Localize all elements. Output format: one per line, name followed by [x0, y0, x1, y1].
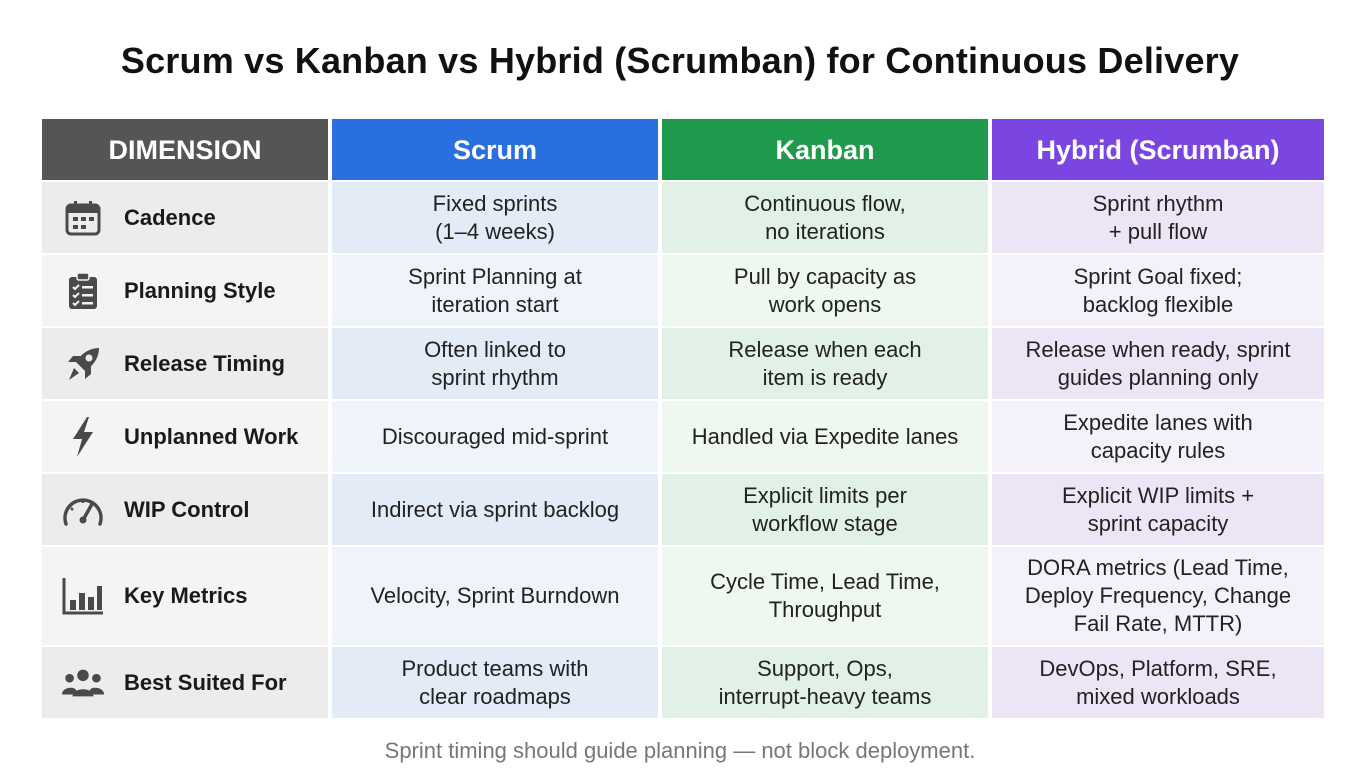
header-kanban: Kanban [662, 119, 988, 180]
people-group-icon [60, 660, 106, 706]
dimension-label: Unplanned Work [124, 423, 299, 449]
bar-chart-icon [60, 573, 106, 619]
clipboard-checklist-icon [60, 268, 106, 314]
lightning-bolt-icon [60, 414, 106, 460]
page-title: Scrum vs Kanban vs Hybrid (Scrumban) for… [120, 40, 1240, 81]
dimension-label: Best Suited For [124, 669, 287, 695]
hybrid-cell: Explicit WIP limits + sprint capacity [992, 474, 1324, 545]
footer-note: Sprint timing should guide planning — no… [384, 738, 976, 763]
kanban-cell: Cycle Time, Lead Time, Throughput [662, 547, 988, 645]
hybrid-cell: Expedite lanes with capacity rules [992, 401, 1324, 472]
dimension-cell-best-suited-for: Best Suited For [42, 647, 328, 718]
scrum-cell: Often linked to sprint rhythm [332, 328, 658, 399]
kanban-cell: Continuous flow, no iterations [662, 182, 988, 253]
scrum-cell: Velocity, Sprint Burndown [332, 547, 658, 645]
dimension-cell-wip-control: WIP Control [42, 474, 328, 545]
header-dimension: DIMENSION [42, 119, 328, 180]
kanban-cell: Pull by capacity as work opens [662, 255, 988, 326]
dimension-label: WIP Control [124, 496, 250, 522]
hybrid-cell: DevOps, Platform, SRE, mixed workloads [992, 647, 1324, 718]
comparison-table: DIMENSION Scrum Kanban Hybrid (Scrumban)… [42, 119, 1324, 718]
dimension-label: Release Timing [124, 350, 285, 376]
scrum-cell: Fixed sprints (1–4 weeks) [332, 182, 658, 253]
kanban-cell: Release when each item is ready [662, 328, 988, 399]
scrum-cell: Discouraged mid-sprint [332, 401, 658, 472]
dimension-cell-key-metrics: Key Metrics [42, 547, 328, 645]
hybrid-cell: Sprint rhythm + pull flow [992, 182, 1324, 253]
scrum-cell: Indirect via sprint backlog [332, 474, 658, 545]
rocket-icon [60, 341, 106, 387]
scrum-cell: Product teams with clear roadmaps [332, 647, 658, 718]
dimension-cell-unplanned-work: Unplanned Work [42, 401, 328, 472]
dimension-cell-planning-style: Planning Style [42, 255, 328, 326]
gauge-icon [60, 487, 106, 533]
dimension-cell-cadence: Cadence [42, 182, 328, 253]
dimension-label: Key Metrics [124, 583, 248, 608]
scrum-cell: Sprint Planning at iteration start [332, 255, 658, 326]
header-hybrid: Hybrid (Scrumban) [992, 119, 1324, 180]
header-scrum: Scrum [332, 119, 658, 180]
kanban-cell: Explicit limits per workflow stage [662, 474, 988, 545]
calendar-icon [60, 195, 106, 241]
hybrid-cell: DORA metrics (Lead Time, Deploy Frequenc… [992, 547, 1324, 645]
kanban-cell: Support, Ops, interrupt-heavy teams [662, 647, 988, 718]
dimension-label: Cadence [124, 204, 216, 230]
dimension-cell-release-timing: Release Timing [42, 328, 328, 399]
kanban-cell: Handled via Expedite lanes [662, 401, 988, 472]
hybrid-cell: Release when ready, sprint guides planni… [992, 328, 1324, 399]
hybrid-cell: Sprint Goal fixed; backlog flexible [992, 255, 1324, 326]
dimension-label: Planning Style [124, 277, 276, 303]
